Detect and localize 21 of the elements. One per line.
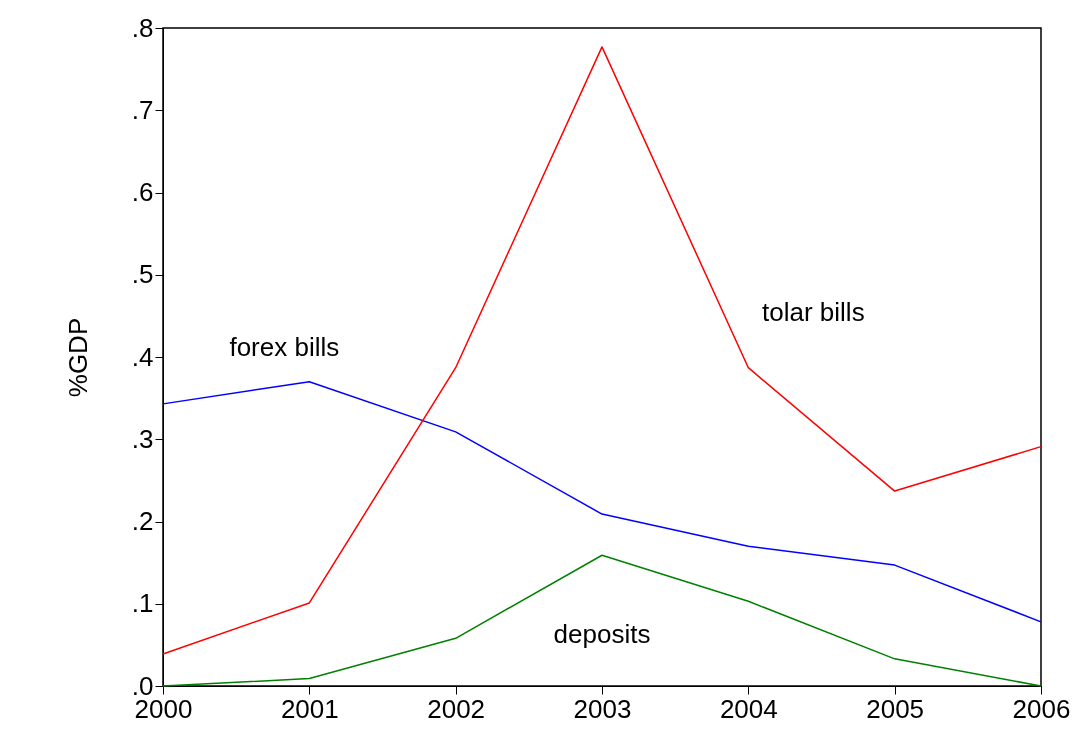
line-series	[162, 46, 1042, 655]
y-axis-title: %GDP	[62, 317, 93, 398]
x-tick-label: 2002	[427, 693, 486, 724]
line-series	[162, 380, 1042, 623]
y-tick-label: .7	[131, 94, 154, 125]
y-tick-label: .4	[131, 341, 154, 372]
y-tick-label: .1	[131, 588, 154, 619]
x-tick-label: 2004	[719, 693, 778, 724]
y-tick-label: .3	[131, 423, 154, 454]
y-tick-label: .8	[131, 12, 154, 43]
series-label: deposits	[553, 619, 651, 650]
y-tick-label: .6	[131, 177, 154, 207]
y-tick-label: .5	[131, 259, 154, 290]
x-tick-label: 2003	[573, 693, 632, 724]
y-tick-label: .2	[131, 506, 154, 536]
x-tick-label: 2006	[1012, 693, 1071, 724]
x-tick-label: 2001	[280, 693, 339, 724]
series-label: tolar bills	[762, 296, 865, 327]
y-tick-label: .0	[131, 670, 154, 701]
x-tick-label: 2005	[866, 693, 925, 724]
series-label: forex bills	[229, 331, 340, 362]
